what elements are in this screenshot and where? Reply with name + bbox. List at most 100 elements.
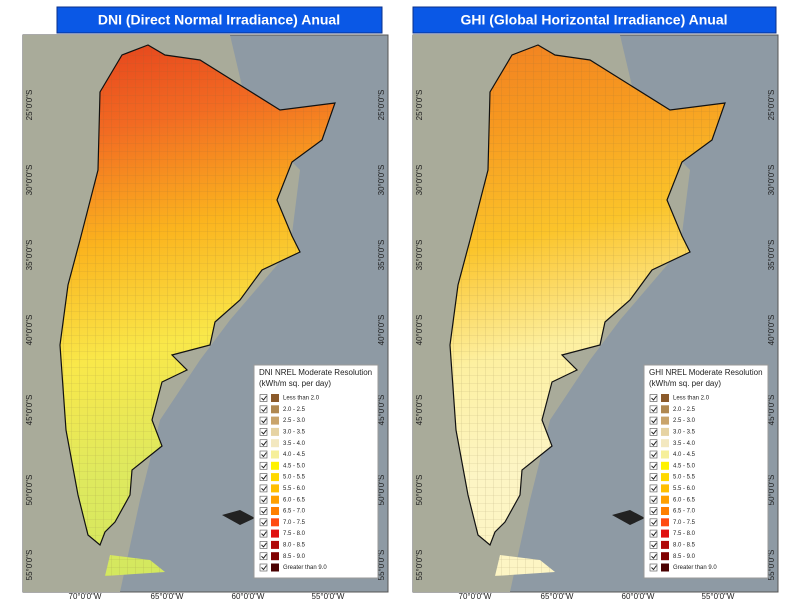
lon-label: 65°0'0"W xyxy=(541,592,574,601)
legend-checkbox[interactable] xyxy=(649,484,658,493)
legend-check xyxy=(261,463,267,469)
legend-checkbox[interactable] xyxy=(649,552,658,561)
legend-checkbox[interactable] xyxy=(649,416,658,425)
legend-checkbox[interactable] xyxy=(259,473,268,481)
border xyxy=(59,44,336,546)
legend-check xyxy=(651,542,657,548)
legend-checkbox[interactable] xyxy=(649,394,658,402)
legend-swatch xyxy=(271,540,279,549)
legend-label: 4.0 - 4.5 xyxy=(283,452,306,458)
lat-label: 50°0'0"S xyxy=(415,475,424,506)
legend-check xyxy=(651,508,657,514)
legend-check xyxy=(261,418,267,424)
legend-checkbox[interactable] xyxy=(259,394,268,402)
legend-checkbox[interactable] xyxy=(259,416,268,425)
legend-check xyxy=(261,407,267,413)
legend-swatch xyxy=(271,450,279,459)
legend-checkbox[interactable] xyxy=(649,529,658,538)
legend-checkbox[interactable] xyxy=(649,518,658,527)
legend-checkbox[interactable] xyxy=(649,563,658,572)
legend-checkbox[interactable] xyxy=(649,461,658,470)
lon-label: 55°0'0"W xyxy=(312,592,345,601)
legend-checkbox[interactable] xyxy=(259,484,268,493)
legend-label: 3.5 - 4.0 xyxy=(283,441,306,447)
legend-checkbox[interactable] xyxy=(259,495,268,504)
legend-check xyxy=(651,474,657,480)
legend-check xyxy=(261,531,267,537)
legend-swatch xyxy=(271,405,279,414)
legend-swatch xyxy=(661,394,669,402)
legend-checkbox[interactable] xyxy=(649,541,658,549)
title-bar xyxy=(412,6,777,34)
lat-label: 55°0'0"S xyxy=(767,550,776,581)
legend: DNI NREL Moderate Resolution (kWh/m sq. p… xyxy=(253,364,379,579)
legend-swatch xyxy=(661,416,669,425)
legend-checkbox[interactable] xyxy=(649,428,658,436)
lat-label: 45°0'0"S xyxy=(415,395,424,426)
title-bar xyxy=(56,6,383,34)
legend-swatch xyxy=(271,495,279,504)
legend-label: 3.0 - 3.5 xyxy=(673,429,696,435)
legend-label: 5.5 - 6.0 xyxy=(283,486,306,492)
legend-label: 5.5 - 6.0 xyxy=(673,486,696,492)
islands xyxy=(222,510,255,525)
legend-check xyxy=(261,508,267,514)
legend-checkbox[interactable] xyxy=(259,552,268,561)
legend-checkbox[interactable] xyxy=(649,450,658,459)
border xyxy=(449,44,726,546)
panel-title: DNI (Direct Normal Irradiance) Anual xyxy=(98,12,340,28)
legend-swatch xyxy=(661,473,669,482)
legend-check xyxy=(651,395,657,401)
panel-title: GHI (Global Horizontal Irradiance) Anual xyxy=(460,12,727,28)
lat-label: 40°0'0"S xyxy=(377,315,386,346)
legend-swatch xyxy=(661,552,669,561)
legend-checkbox[interactable] xyxy=(259,563,268,572)
legend: GHI NREL Moderate Resolution (kWh/m sq. p… xyxy=(643,364,769,579)
legend-label: 5.0 - 5.5 xyxy=(673,475,696,481)
islands xyxy=(612,510,645,525)
legend-check xyxy=(651,429,657,435)
lat-label: 40°0'0"S xyxy=(767,315,776,346)
lat-label: 55°0'0"S xyxy=(415,550,424,581)
legend-checkbox[interactable] xyxy=(649,405,658,414)
legend-check xyxy=(651,497,657,503)
legend-checkbox[interactable] xyxy=(649,439,658,448)
legend-label: 3.0 - 3.5 xyxy=(283,429,306,435)
legend-checkbox[interactable] xyxy=(259,529,268,538)
legend-swatch xyxy=(271,507,279,515)
legend-check xyxy=(261,440,267,446)
legend-checkbox[interactable] xyxy=(259,439,268,448)
lat-label: 25°0'0"S xyxy=(415,90,424,121)
legend-checkbox[interactable] xyxy=(259,518,268,527)
legend-checkbox[interactable] xyxy=(259,450,268,459)
legend-label: 8.5 - 9.0 xyxy=(673,554,696,560)
legend-checkbox[interactable] xyxy=(649,495,658,504)
legend-checkbox[interactable] xyxy=(259,461,268,470)
map-panel: GHI (Global Horizontal Irradiance) Anual… xyxy=(412,6,779,601)
legend-check xyxy=(651,463,657,469)
lon-label: 60°0'0"W xyxy=(622,592,655,601)
lat-label: 30°0'0"S xyxy=(25,165,34,196)
legend-title: DNI NREL Moderate Resolution xyxy=(259,368,372,377)
legend-checkbox[interactable] xyxy=(259,428,268,436)
legend-check xyxy=(651,531,657,537)
legend-checkbox[interactable] xyxy=(259,405,268,414)
legend-swatch xyxy=(271,394,279,402)
legend-swatch xyxy=(271,439,279,448)
legend-checkbox[interactable] xyxy=(649,507,658,515)
legend-checkbox[interactable] xyxy=(259,541,268,549)
legend-swatch xyxy=(661,439,669,448)
legend-checkbox[interactable] xyxy=(649,473,658,481)
legend-check xyxy=(261,429,267,435)
legend-swatch xyxy=(271,473,279,482)
legend-label: 2.5 - 3.0 xyxy=(283,418,306,424)
legend-swatch xyxy=(661,461,669,470)
legend-swatch xyxy=(661,540,669,549)
legend-units: (kWh/m sq. per day) xyxy=(259,379,331,388)
lat-label: 30°0'0"S xyxy=(415,165,424,196)
legend-label: Less than 2.0 xyxy=(283,396,320,402)
legend-checkbox[interactable] xyxy=(259,507,268,515)
legend-label: 4.0 - 4.5 xyxy=(673,452,696,458)
legend-swatch xyxy=(271,518,279,527)
